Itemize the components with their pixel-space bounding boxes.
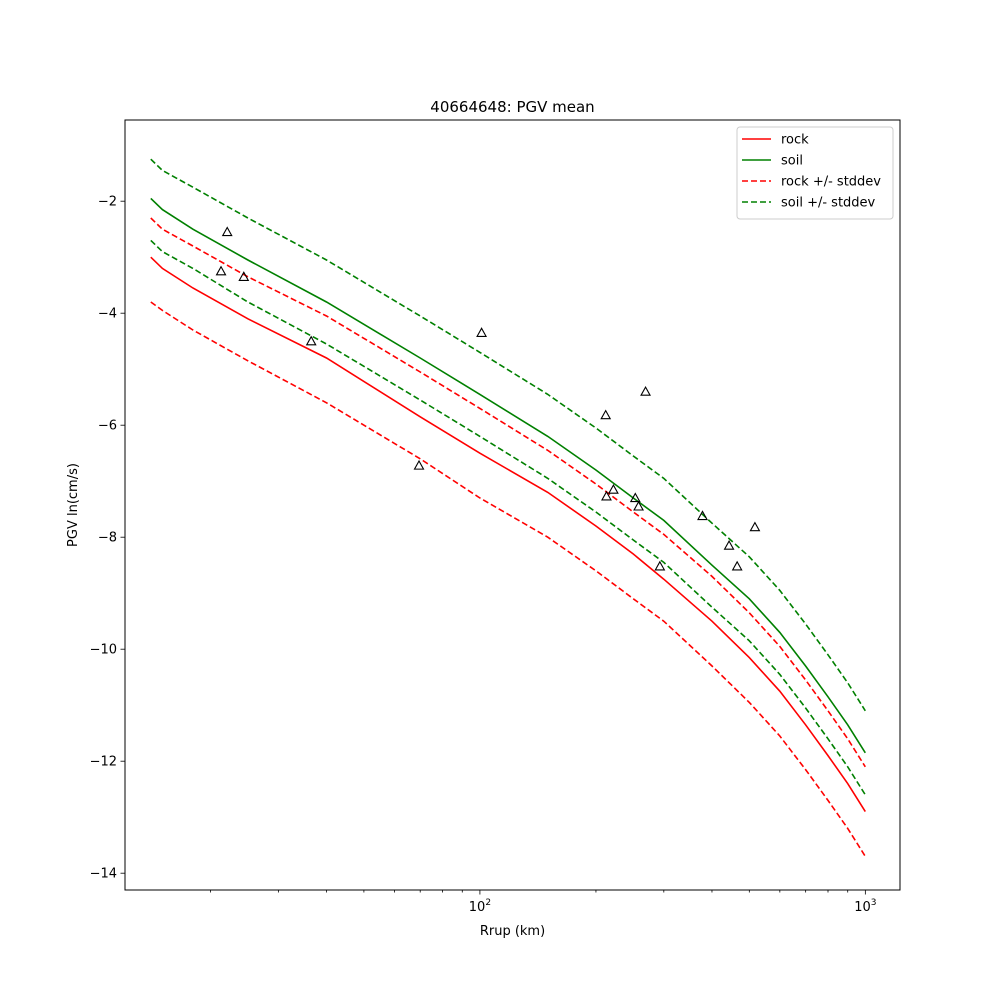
- observation-point-15: [731, 560, 743, 571]
- y-tick-label-5: −12: [90, 755, 117, 770]
- observation-point-5: [476, 327, 488, 337]
- y-axis: −2 −4 −6 −8 −10 −12 −14: [90, 195, 125, 882]
- x-axis-label: Rrup (km): [480, 924, 545, 939]
- series-line-5: [150, 239, 866, 796]
- legend-label-1: soil: [781, 154, 803, 169]
- observation-point-4: [413, 459, 425, 470]
- legend-label-2: rock +/- stddev: [781, 175, 881, 190]
- y-tick-label-3: −8: [98, 531, 117, 546]
- x-tick-label-1: 103: [854, 898, 876, 915]
- observation-point-11: [640, 385, 651, 396]
- legend-box: [736, 126, 894, 220]
- observation-point-13: [697, 510, 708, 521]
- observation-point-2: [238, 271, 250, 281]
- chart-title: 40664648: PGV mean: [430, 98, 594, 116]
- observation-point-14: [723, 539, 735, 550]
- series-line-1: [150, 197, 866, 754]
- y-tick-label-0: −2: [98, 195, 117, 210]
- y-axis-label: PGV ln(cm/s): [66, 463, 81, 547]
- observation-point-8: [607, 483, 619, 494]
- observation-point-7: [601, 490, 612, 501]
- legend: rock soil rock +/- stddev soil +/- stddev: [736, 126, 894, 220]
- y-tick-label-6: −14: [90, 867, 117, 882]
- x-axis: 102 103: [210, 890, 876, 915]
- series-line-4: [150, 158, 866, 712]
- x-tick-label-0: 102: [469, 898, 491, 915]
- series-layer: [150, 158, 866, 857]
- observation-point-12: [654, 560, 666, 571]
- series-line-3: [150, 301, 866, 857]
- series-line-2: [150, 217, 866, 768]
- observation-point-0: [221, 226, 233, 237]
- plot-area-frame: [124, 119, 901, 891]
- y-tick-label-4: −10: [90, 643, 117, 658]
- observation-point-9: [629, 492, 641, 503]
- legend-label-0: rock: [781, 133, 809, 148]
- y-tick-label-1: −4: [98, 307, 117, 322]
- observation-point-10: [633, 500, 645, 511]
- observation-point-1: [215, 265, 227, 276]
- legend-label-3: soil +/- stddev: [781, 196, 876, 211]
- observations-layer: [215, 226, 761, 571]
- series-line-0: [150, 256, 866, 813]
- observation-point-16: [749, 521, 761, 532]
- y-tick-label-2: −6: [98, 419, 117, 434]
- observation-point-3: [305, 335, 317, 346]
- observation-point-6: [600, 409, 612, 420]
